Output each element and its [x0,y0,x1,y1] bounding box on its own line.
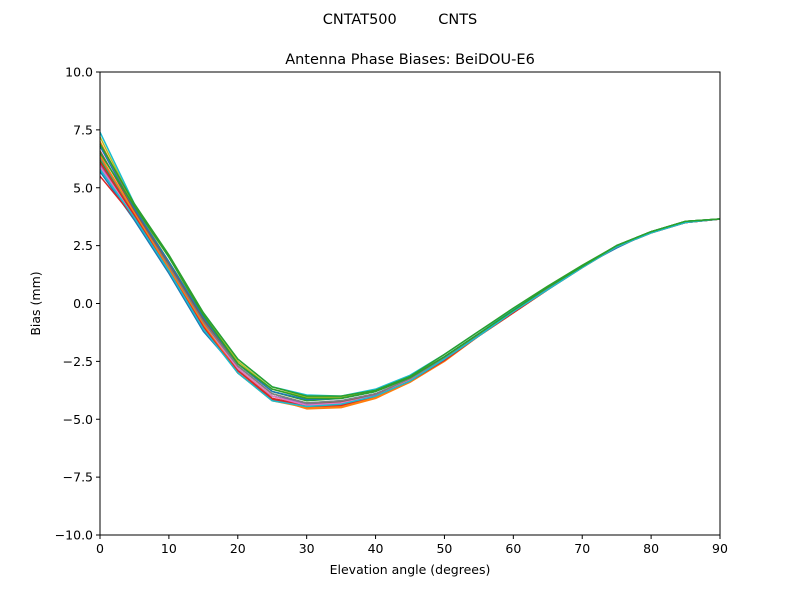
y-tick-label: −2.5 [63,354,93,369]
figure-suptitle: CNTAT500 CNTS [323,12,478,28]
x-axis-label: Elevation angle (degrees) [330,562,491,577]
y-axis-label: Bias (mm) [28,271,43,335]
series-line-15 [99,168,721,408]
x-tick-label: 30 [299,541,315,556]
x-tick-label: 20 [230,541,246,556]
y-axis: −10.0 −7.5 −5.0 −2.5 0.0 2.5 5.0 7.5 10.0 [55,65,100,543]
y-tick-label: 10.0 [65,65,93,80]
series-line-16 [99,152,721,400]
x-tick-label: 70 [574,541,590,556]
x-axis: 0 10 20 30 40 50 60 70 80 90 [96,535,728,556]
y-tick-label: −7.5 [63,470,93,485]
y-tick-label: 7.5 [73,122,93,137]
y-tick-label: −5.0 [63,412,93,427]
y-tick-label: 2.5 [73,238,93,253]
y-tick-label: 0.0 [73,296,93,311]
chart-title: Antenna Phase Biases: BeiDOU-E6 [285,52,535,68]
y-tick-label: 5.0 [73,180,93,195]
x-tick-label: 40 [368,541,384,556]
series-layer [99,131,721,410]
x-tick-label: 60 [505,541,521,556]
x-tick-label: 10 [161,541,177,556]
x-tick-label: 90 [712,541,728,556]
x-tick-label: 80 [643,541,659,556]
x-tick-label: 50 [436,541,452,556]
y-tick-label: −10.0 [55,528,93,543]
x-tick-label: 0 [96,541,104,556]
